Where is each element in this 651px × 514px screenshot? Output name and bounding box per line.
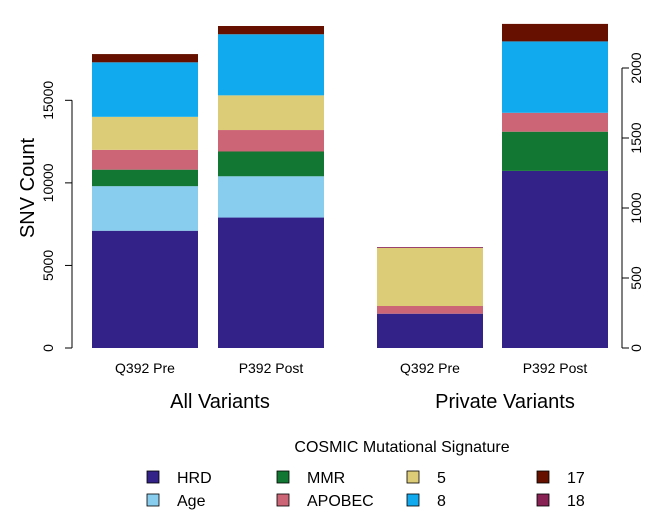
bar-segment-all-variants-p392-post-5 — [218, 95, 324, 131]
legend-label-age: Age — [177, 493, 206, 510]
legend-swatch-8 — [406, 493, 420, 507]
right-axis-tick-label: 0 — [628, 344, 644, 352]
bar-segment-all-variants-q392-pre-apobec — [92, 149, 198, 170]
right-y-axis: 0 500 1000 1500 2000 — [621, 52, 644, 352]
bar-segment-private-variants-q392-pre-hrd — [377, 313, 483, 348]
bar-segment-private-variants-p392-post-apobec — [502, 112, 608, 132]
bar-segment-private-variants-p392-post-hrd — [502, 170, 608, 348]
legend-label-17: 17 — [567, 470, 585, 487]
legend-label-hrd: HRD — [177, 470, 212, 487]
left-axis-tick-label: 10000 — [40, 163, 56, 202]
bar-segment-all-variants-q392-pre-age — [92, 186, 198, 231]
x-tick-label-private-variants-p392-post: P392 Post — [523, 360, 588, 376]
bar-segment-all-variants-q392-pre-mmr — [92, 169, 198, 187]
bar-segment-private-variants-p392-post-8 — [502, 41, 608, 113]
bar-segment-all-variants-q392-pre-17 — [92, 54, 198, 63]
bar-segment-private-variants-q392-pre-5 — [377, 247, 483, 306]
bar-segment-all-variants-p392-post-mmr — [218, 151, 324, 177]
bar-segment-all-variants-p392-post-hrd — [218, 217, 324, 348]
bar-segment-all-variants-q392-pre-hrd — [92, 230, 198, 348]
x-tick-label-all-variants-q392-pre: Q392 Pre — [115, 360, 175, 376]
legend-label-5: 5 — [437, 470, 446, 487]
left-axis-tick-label: 0 — [40, 344, 56, 352]
bar-segment-all-variants-p392-post-17 — [218, 26, 324, 35]
legend-swatch-hrd — [146, 470, 160, 484]
right-axis-tick-label: 1000 — [628, 192, 644, 223]
legend-swatch-5 — [406, 470, 420, 484]
legend-swatch-17 — [536, 470, 550, 484]
group-label-private-variants: Private Variants — [435, 391, 575, 413]
y-axis-title: SNV Count — [17, 138, 39, 238]
right-axis-tick-label: 500 — [628, 266, 644, 290]
right-axis-tick-label: 2000 — [628, 52, 644, 83]
right-axis-tick-label: 1500 — [628, 122, 644, 153]
left-axis-tick-label: 15000 — [40, 81, 56, 120]
left-axis-tick-label: 5000 — [40, 250, 56, 281]
legend-title: COSMIC Mutational Signature — [294, 439, 509, 456]
x-category-labels: Q392 Pre P392 Post Q392 Pre P392 Post — [115, 360, 587, 376]
bar-segment-private-variants-p392-post-17 — [502, 23, 608, 42]
bar-segment-private-variants-p392-post-mmr — [502, 131, 608, 171]
bar-segment-all-variants-p392-post-apobec — [218, 130, 324, 152]
legend-label-apobec: APOBEC — [307, 493, 374, 510]
legend-swatch-18 — [536, 493, 550, 507]
legend: HRD Age MMR APOBEC 5 8 17 18 — [146, 470, 585, 510]
left-y-axis: 0 5000 10000 15000 — [40, 81, 73, 352]
legend-swatch-mmr — [276, 470, 290, 484]
x-tick-label-all-variants-p392-post: P392 Post — [239, 360, 304, 376]
bar-segment-all-variants-p392-post-8 — [218, 34, 324, 96]
bar-segment-all-variants-q392-pre-5 — [92, 116, 198, 150]
legend-label-mmr: MMR — [307, 470, 345, 487]
bar-segment-all-variants-p392-post-age — [218, 176, 324, 218]
legend-swatch-age — [146, 493, 160, 507]
group-label-all-variants: All Variants — [170, 391, 270, 413]
legend-label-18: 18 — [567, 493, 585, 510]
legend-swatch-apobec — [276, 493, 290, 507]
bar-segment-all-variants-q392-pre-8 — [92, 62, 198, 117]
bar-segment-private-variants-q392-pre-apobec — [377, 306, 483, 314]
bar-segment-private-variants-q392-pre-18 — [377, 247, 483, 248]
legend-label-8: 8 — [437, 493, 446, 510]
bars-layer — [92, 23, 608, 348]
x-tick-label-private-variants-q392-pre: Q392 Pre — [400, 360, 460, 376]
